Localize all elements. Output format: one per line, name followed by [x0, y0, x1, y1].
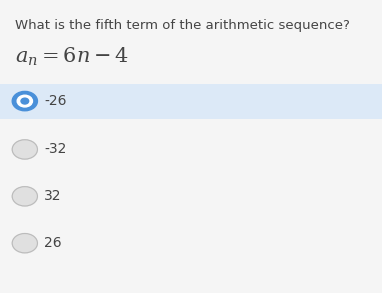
Circle shape: [21, 98, 29, 104]
Text: -26: -26: [44, 94, 66, 108]
Circle shape: [12, 187, 37, 206]
Circle shape: [17, 95, 32, 107]
Circle shape: [12, 91, 37, 111]
Text: What is the fifth term of the arithmetic sequence?: What is the fifth term of the arithmetic…: [15, 19, 350, 32]
Text: -32: -32: [44, 142, 66, 156]
Text: $a_n = 6n - 4$: $a_n = 6n - 4$: [15, 45, 129, 68]
Circle shape: [12, 234, 37, 253]
Circle shape: [12, 140, 37, 159]
Text: 26: 26: [44, 236, 62, 250]
Text: 32: 32: [44, 189, 62, 203]
FancyBboxPatch shape: [0, 84, 382, 119]
